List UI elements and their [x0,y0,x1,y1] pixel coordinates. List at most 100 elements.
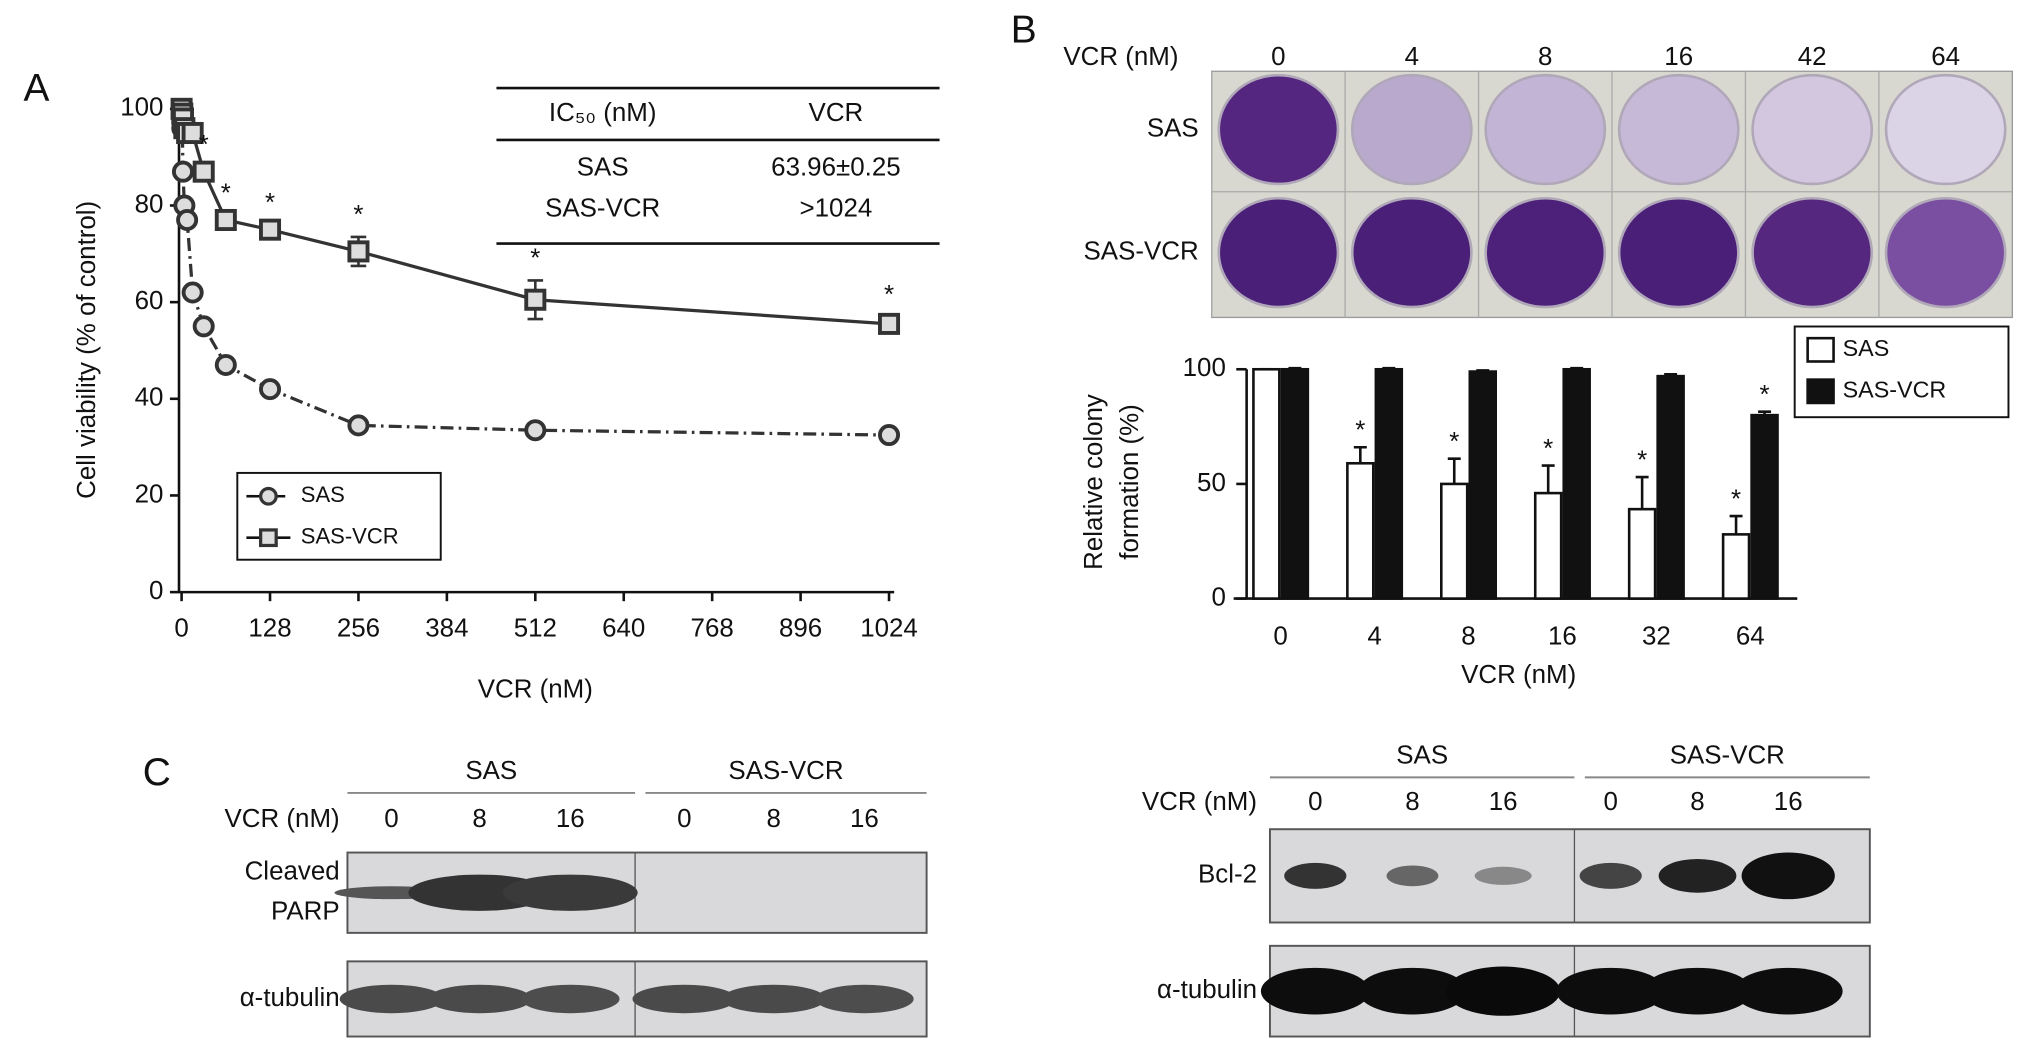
y-axis-label: Relative colony [1080,394,1108,570]
band [1446,966,1561,1016]
band [502,874,638,911]
significance: * [884,281,894,309]
blot-row-label: PARP [271,898,340,926]
legend-label: SAS-VCR [301,524,399,549]
marker [181,281,204,304]
dose-label: VCR (nM) [225,805,340,833]
dose: 8 [767,805,781,833]
table-header: VCR [809,99,864,127]
dose: 0 [384,805,398,833]
significance: * [199,131,209,159]
dose: 0 [1603,788,1617,816]
group-label: SAS-VCR [1670,742,1785,770]
band [721,984,826,1014]
legend-swatch [1806,378,1835,405]
panel-label: B [1011,9,1037,52]
significance: * [1637,446,1647,474]
marker [192,160,215,183]
band [1386,865,1439,887]
y-tick-label: 80 [135,190,164,218]
dose: 8 [1405,788,1419,816]
significance: * [221,179,231,207]
well [1484,196,1607,309]
table-cell: >1024 [800,195,873,223]
plate-column-label: 0 [1271,43,1285,71]
dose: 16 [1774,788,1803,816]
legend-marker [259,486,278,506]
x-tick-label: 8 [1461,622,1475,650]
dose: 0 [677,805,691,833]
marker [214,208,237,232]
error-bar [1541,464,1555,494]
marker [524,419,547,442]
x-tick-label: 16 [1548,622,1577,650]
panel-label: C [143,751,171,794]
band [632,984,737,1014]
plate-axis-label: VCR (nM) [1063,43,1178,71]
dose: 8 [472,805,486,833]
band [1733,967,1843,1015]
well [1751,73,1874,186]
band [1284,862,1347,889]
x-axis-label: VCR (nM) [1461,661,1576,689]
blot-row-label: α-tubulin [240,984,340,1012]
blot-row-label: α-tubulin [1157,976,1257,1004]
y-tick-label: 100 [1183,354,1226,382]
y-axis-label: Cell viability (% of control) [73,201,101,499]
well [1350,73,1473,186]
well [1617,73,1740,186]
band [1556,967,1666,1015]
x-tick-label: 128 [248,615,291,643]
significance: * [1543,435,1553,463]
dose: 16 [556,805,585,833]
well [1350,196,1473,309]
bar [1374,367,1404,600]
group-label: SAS [465,757,517,785]
band [1741,852,1835,900]
legend-label: SAS [301,482,345,507]
x-tick-label: 768 [691,615,734,643]
plate-column-label: 64 [1931,43,1960,71]
group-label: SAS [1396,742,1448,770]
plate-column-label: 42 [1798,43,1827,71]
bar [1656,374,1685,600]
bar [1440,482,1469,600]
well [1884,196,2007,309]
plate-column-label: 8 [1538,43,1552,71]
well [1484,73,1607,186]
band [1579,862,1642,889]
error-bar [1353,445,1367,464]
legend-marker [259,528,278,548]
well [1751,196,1874,309]
dose: 16 [850,805,879,833]
significance: * [1355,417,1365,445]
bar [1627,507,1657,600]
band [1658,859,1737,893]
table-cell: SAS [577,153,629,181]
band [521,984,620,1014]
x-tick-label: 32 [1642,622,1671,650]
well [1617,196,1740,309]
y-tick-label: 100 [120,94,163,122]
x-tick-label: 512 [514,615,557,643]
band [815,984,914,1014]
marker [347,414,370,437]
band [1358,967,1467,1015]
dose: 0 [1308,788,1322,816]
x-axis-label: VCR (nM) [478,675,593,703]
x-tick-label: 1024 [860,615,918,643]
dose: 16 [1489,788,1518,816]
significance: * [1449,428,1459,456]
marker [524,288,547,311]
x-tick-label: 384 [425,615,468,643]
band [339,984,444,1014]
dose: 8 [1690,788,1704,816]
dose-label: VCR (nM) [1142,788,1257,816]
bar [1346,461,1375,600]
marker [214,353,237,376]
marker [259,218,282,241]
well [1884,73,2007,186]
blot-row-label: Cleaved [245,857,340,885]
significance: * [265,189,275,217]
